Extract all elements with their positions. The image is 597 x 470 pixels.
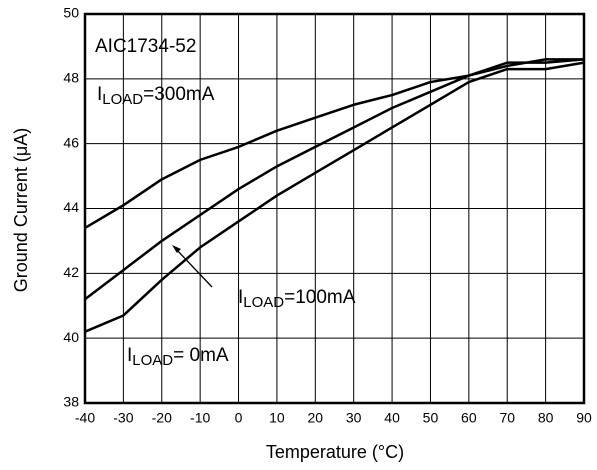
- x-tick-label: -20: [152, 410, 172, 426]
- line-series: [84, 61, 585, 333]
- x-tick-label: 80: [538, 410, 554, 426]
- y-tick-label: 46: [63, 134, 79, 150]
- annotation: AIC1734-52: [95, 36, 196, 57]
- x-tick-label: 50: [423, 410, 439, 426]
- annotation-part: = 0mA: [173, 345, 229, 366]
- annotation-subscript: LOAD: [243, 294, 284, 311]
- line-series: [84, 58, 584, 230]
- x-tick-label: 0: [235, 410, 243, 426]
- x-tick-label: -10: [190, 410, 210, 426]
- annotation: ILOAD= 0mA: [127, 345, 229, 369]
- annotation-part: I: [238, 287, 243, 308]
- x-tick-label: -40: [75, 410, 95, 426]
- y-tick-label: 50: [63, 5, 79, 21]
- line-series: [84, 58, 585, 301]
- plot-frame: [83, 12, 586, 405]
- annotation-part: =300mA: [143, 84, 215, 105]
- x-tick-label: 10: [269, 410, 285, 426]
- x-tick-label: 70: [499, 410, 515, 426]
- annotation-subscript: LOAD: [102, 91, 143, 108]
- annotation-part: I: [127, 345, 132, 366]
- x-tick-label: 40: [384, 410, 400, 426]
- annotation: ILOAD=300mA: [97, 84, 215, 108]
- x-tick-label: 30: [346, 410, 362, 426]
- x-tick-label: 90: [576, 410, 592, 426]
- annotation-part: =100mA: [284, 287, 356, 308]
- y-axis-label: Ground Current (μA): [11, 128, 31, 292]
- x-tick-label: -30: [113, 410, 133, 426]
- arrow-head: [172, 245, 181, 253]
- y-tick-label: 42: [63, 264, 79, 280]
- annotation-part: I: [97, 84, 102, 105]
- x-tick-label: 20: [308, 410, 324, 426]
- annotation: ILOAD=100mA: [238, 287, 356, 311]
- annotation-subscript: LOAD: [132, 352, 173, 369]
- x-tick-label: 60: [461, 410, 477, 426]
- y-tick-label: 40: [63, 329, 79, 345]
- y-tick-label: 38: [63, 394, 79, 410]
- y-tick-label: 48: [63, 70, 79, 86]
- arrow: [174, 247, 213, 288]
- y-tick-label: 44: [63, 199, 79, 215]
- x-axis-label: Temperature (°C): [266, 442, 404, 462]
